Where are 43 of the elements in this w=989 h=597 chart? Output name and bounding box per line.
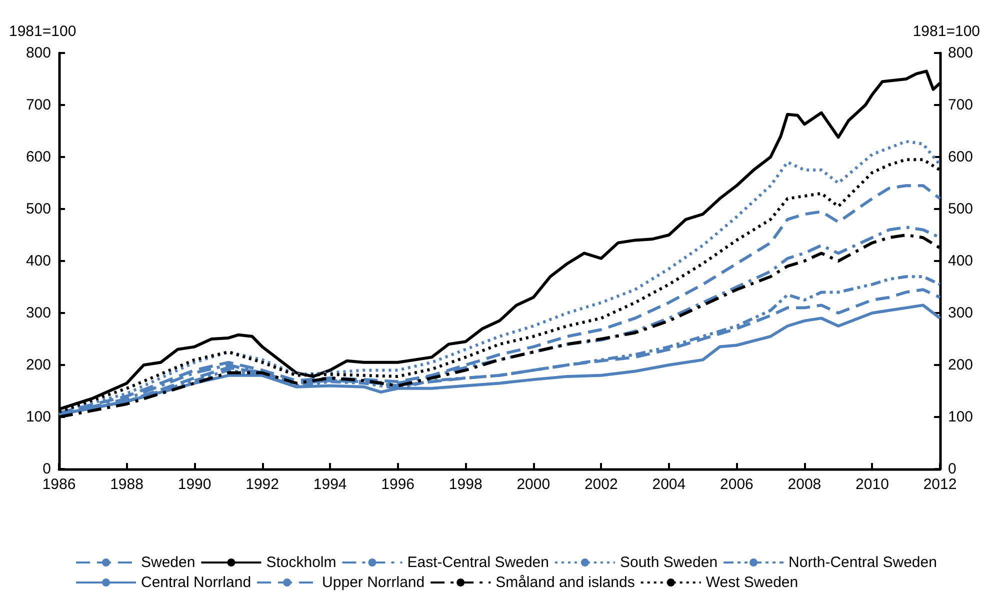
- legend-label: South Sweden: [620, 554, 718, 571]
- legend-label: East-Central Sweden: [407, 554, 549, 571]
- x-tick-label: 1990: [178, 476, 212, 493]
- y-tick-label: 100: [26, 408, 51, 426]
- y-tick-label: 500: [26, 200, 51, 218]
- y-tick-label: 300: [26, 304, 51, 322]
- y2-tick-label: 700: [948, 96, 974, 114]
- y2-tick-label: 500: [948, 200, 974, 218]
- y2-tick-label: 200: [948, 356, 974, 374]
- legend-label: Central Norrland: [141, 574, 252, 591]
- y2-axis-title: 1981=100: [912, 23, 980, 40]
- x-tick-label: 1988: [110, 476, 144, 493]
- y2-tick-label: 100: [948, 408, 974, 426]
- x-tick-label: 2012: [923, 476, 957, 493]
- x-tick-label: 1986: [42, 476, 76, 493]
- x-tick-label: 2008: [788, 476, 822, 493]
- x-tick-label: 2010: [856, 476, 889, 493]
- legend-label: West Sweden: [706, 574, 798, 591]
- x-tick-label: 1996: [381, 476, 415, 493]
- x-tick-label: 1992: [246, 476, 279, 493]
- x-tick-label: 2004: [652, 476, 686, 493]
- y-tick-label: 600: [26, 148, 51, 166]
- y-tick-label: 700: [26, 96, 51, 114]
- legend-label: Sweden: [141, 554, 196, 571]
- y2-tick-label: 400: [948, 252, 974, 270]
- y2-tick-label: 300: [948, 304, 974, 322]
- y2-tick-label: 800: [948, 44, 974, 62]
- y-tick-label: 400: [26, 252, 51, 270]
- y-tick-label: 200: [26, 356, 51, 374]
- legend-label: Småland and islands: [496, 574, 635, 591]
- x-tick-label: 1994: [313, 476, 347, 493]
- x-tick-label: 2000: [516, 476, 550, 493]
- x-tick-label: 2002: [584, 476, 618, 493]
- y-tick-label: 0: [42, 460, 51, 478]
- y-axis-title: 1981=100: [9, 23, 76, 40]
- y2-tick-label: 0: [948, 460, 956, 478]
- y2-tick-label: 600: [948, 148, 974, 166]
- legend-label: Upper Norrland: [322, 574, 425, 591]
- y-tick-label: 800: [26, 44, 51, 62]
- legend-label: Stockholm: [266, 554, 336, 571]
- x-tick-label: 1998: [448, 476, 482, 493]
- x-tick-label: 2006: [720, 476, 754, 493]
- legend-label: North-Central Sweden: [788, 554, 937, 571]
